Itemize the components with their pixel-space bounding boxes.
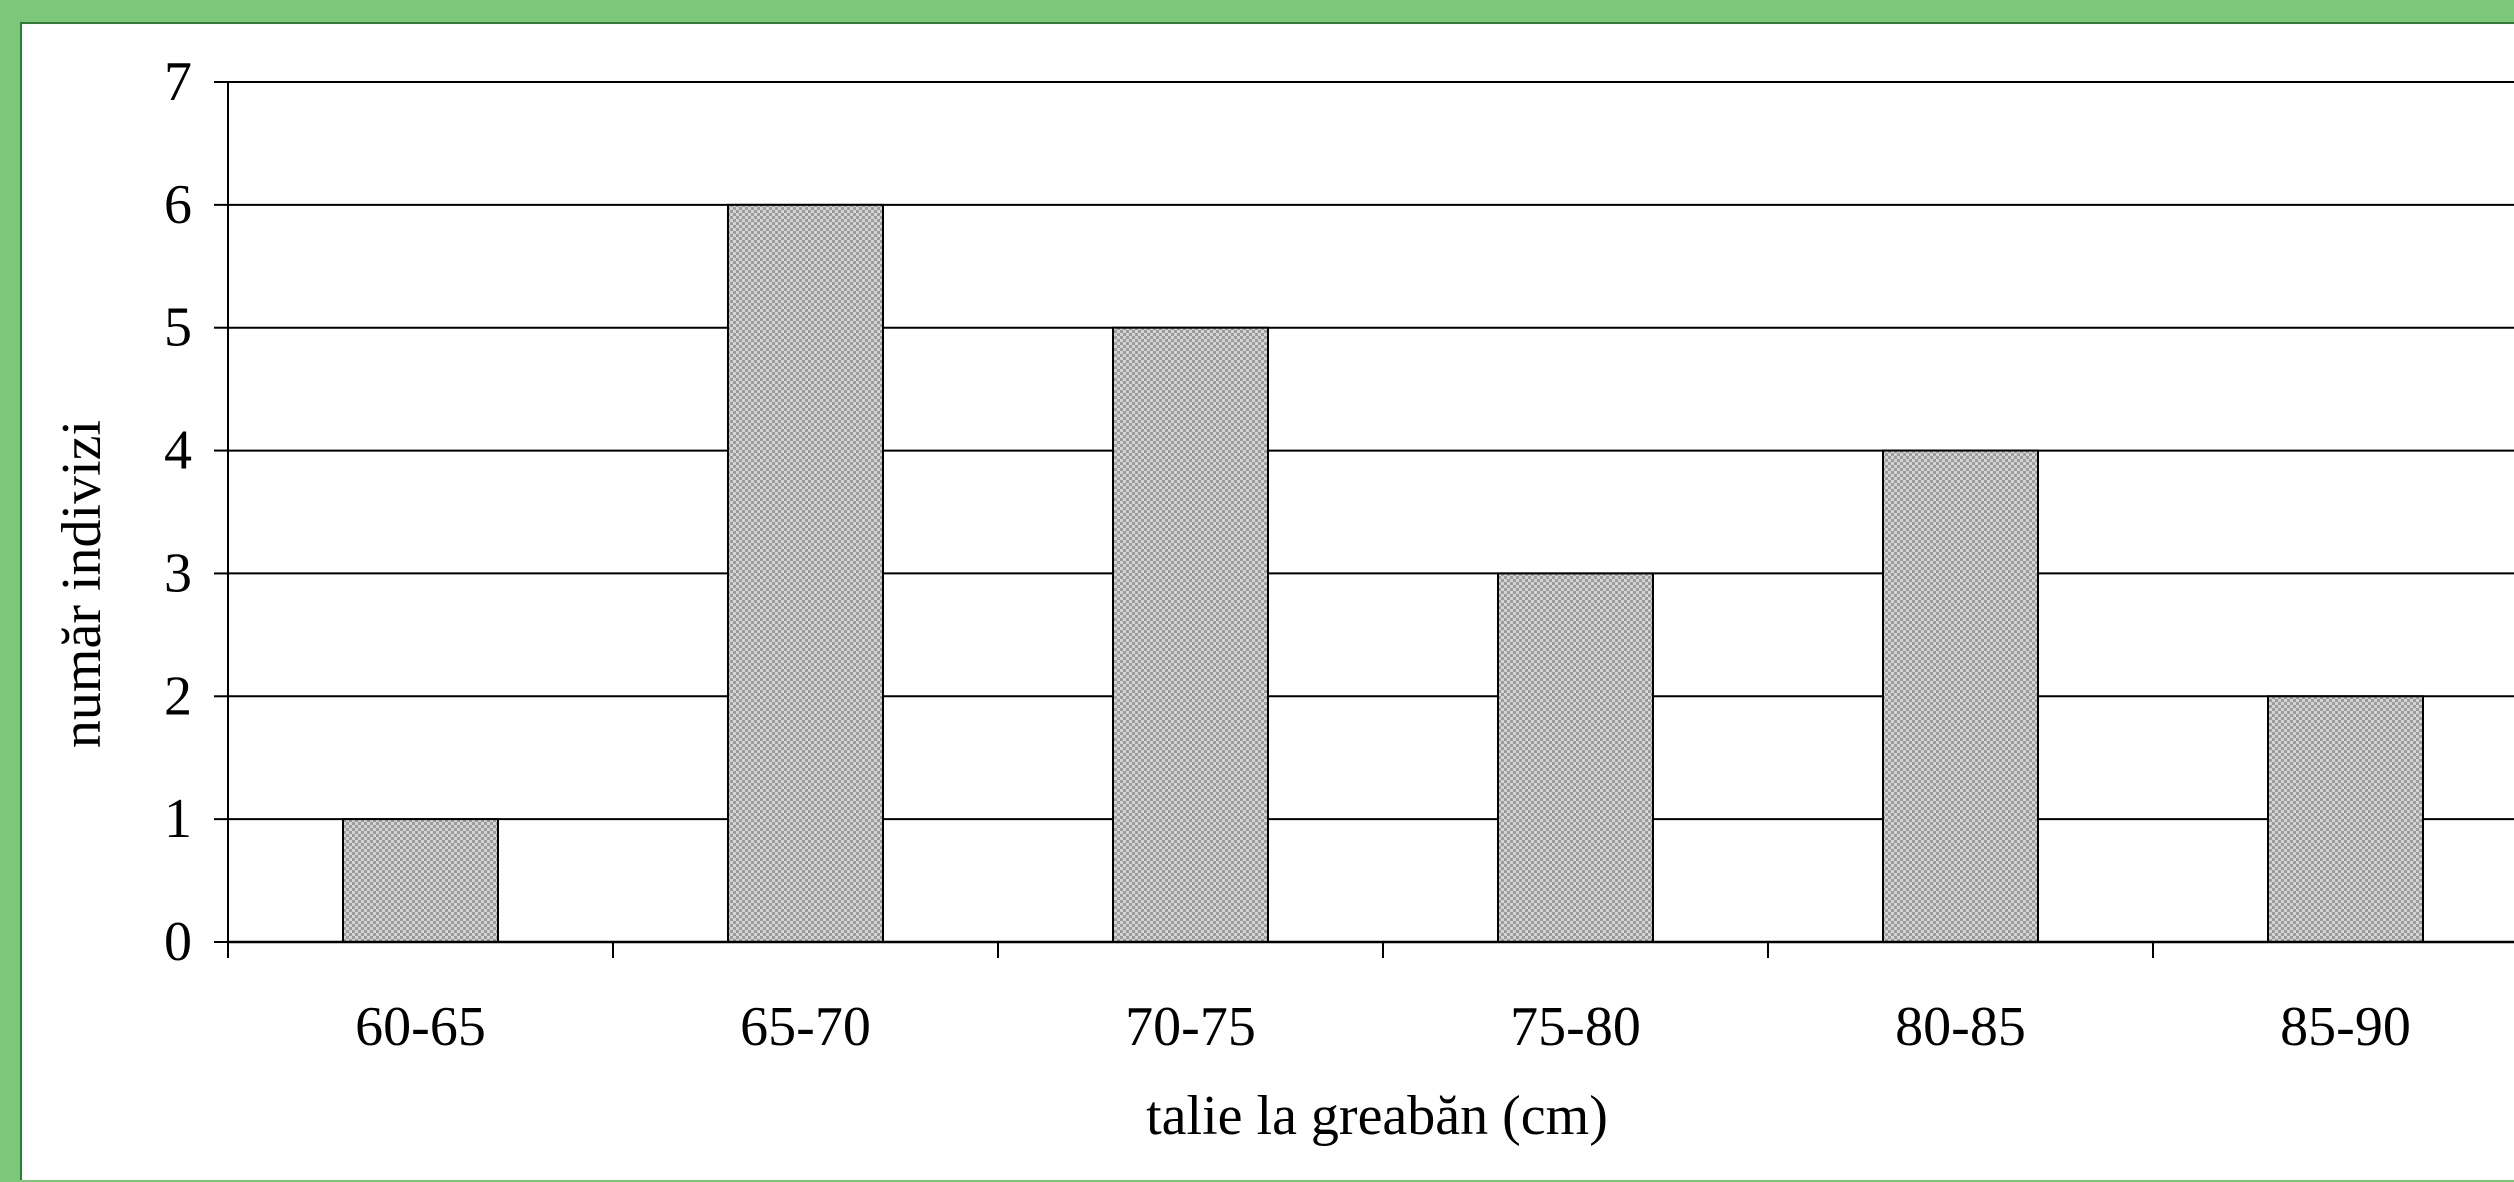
y-tick-label: 1: [164, 788, 192, 850]
y-tick-label: 2: [164, 665, 192, 727]
bar: [1112, 326, 1269, 943]
axes: [227, 82, 2514, 944]
gridlines: [228, 81, 2514, 821]
x-tick-label: 75-80: [1510, 996, 1641, 1058]
y-tick-label: 0: [164, 911, 192, 973]
bar: [1882, 449, 2039, 943]
bars: [342, 203, 2424, 944]
x-tick-label: 70-75: [1125, 996, 1256, 1058]
y-tick-label: 3: [164, 542, 192, 604]
x-tick-label: 80-85: [1895, 996, 2026, 1058]
x-tick-labels: 60-65 65-70 70-75 75-80 80-85 85-90: [227, 942, 2411, 1058]
bar: [727, 203, 884, 944]
x-tick-label: 60-65: [355, 996, 486, 1058]
x-tick-label: 65-70: [740, 996, 871, 1058]
y-axis-title: număr indivizi: [51, 420, 113, 748]
y-tick-label: 6: [164, 174, 192, 236]
bar: [342, 818, 499, 944]
y-tick-labels: 0 1 2 3 4 5 6 7: [164, 51, 228, 973]
bar: [1497, 572, 1654, 944]
y-tick-label: 5: [164, 297, 192, 359]
x-axis-title: talie la greabăn (cm): [1146, 1085, 1608, 1147]
y-tick-label: 7: [164, 51, 192, 113]
bar: [2267, 695, 2424, 943]
y-tick-label: 4: [164, 420, 192, 482]
x-tick-label: 85-90: [2280, 996, 2411, 1058]
